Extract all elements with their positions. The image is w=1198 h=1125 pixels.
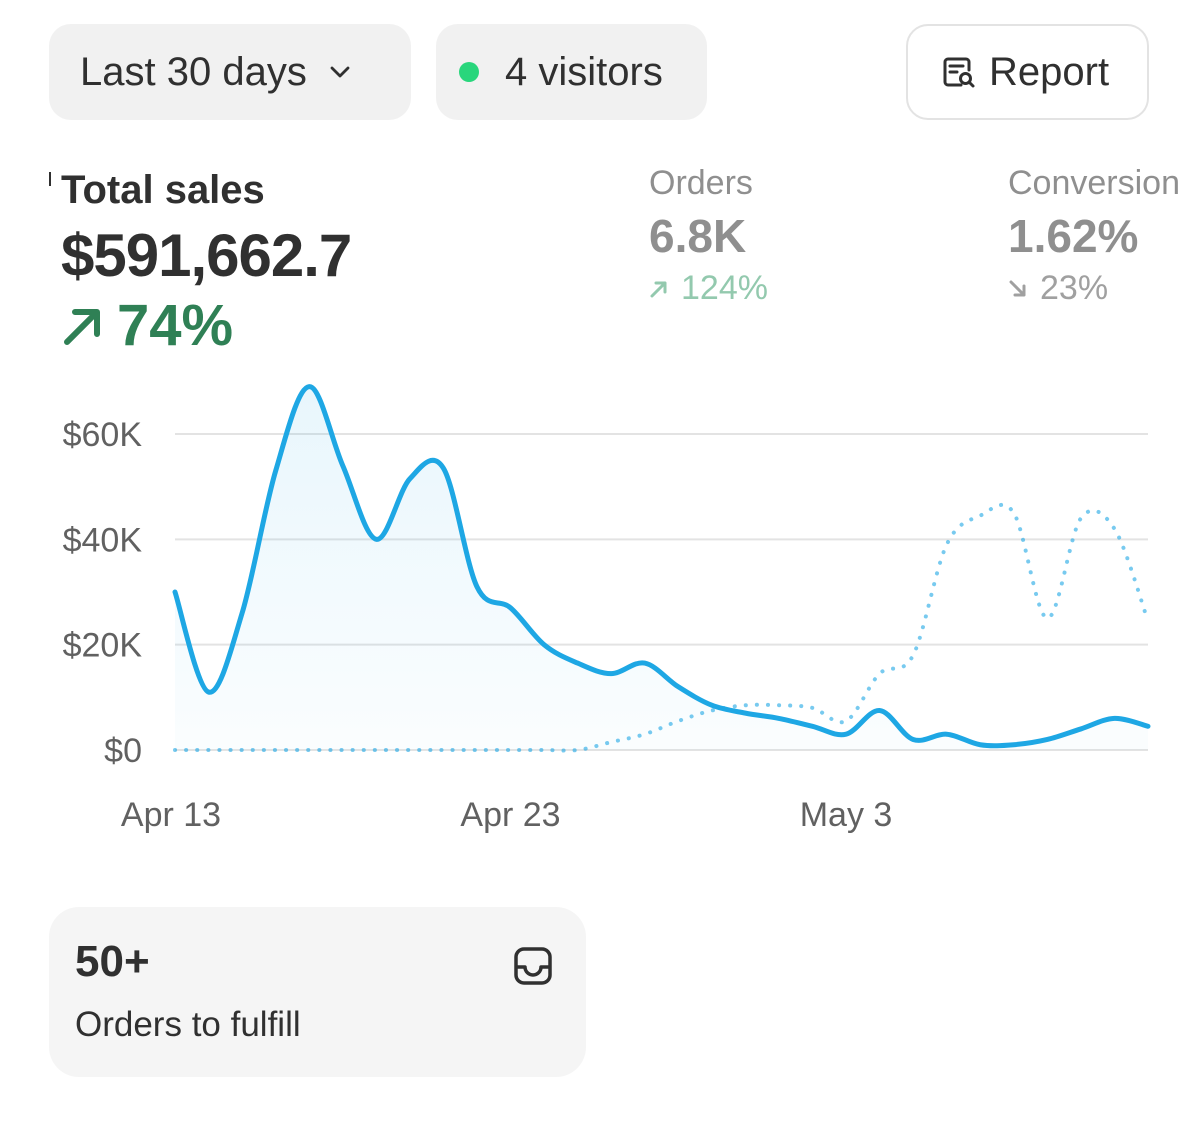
y-tick-label: $20K xyxy=(63,627,143,665)
report-search-icon xyxy=(939,53,977,91)
report-button[interactable]: Report xyxy=(906,24,1149,120)
fulfill-label: Orders to fulfill xyxy=(75,1005,301,1044)
x-tick-label: Apr 13 xyxy=(121,796,221,834)
y-tick-label: $40K xyxy=(63,521,143,559)
orders-change-value: 124% xyxy=(681,269,768,307)
conversion-label: Conversion xyxy=(1008,164,1180,202)
x-tick-label: May 3 xyxy=(800,796,893,834)
orders-label: Orders xyxy=(649,164,753,202)
date-range-selector[interactable]: Last 30 days xyxy=(49,24,411,120)
fulfill-count: 50+ xyxy=(75,937,150,986)
orders-to-fulfill-card[interactable]: 50+ Orders to fulfill xyxy=(49,907,586,1077)
conversion-value: 1.62% xyxy=(1008,210,1139,262)
arrow-up-right-icon xyxy=(650,281,667,297)
orders-value: 6.8K xyxy=(649,210,747,262)
report-label: Report xyxy=(989,49,1110,94)
live-visitors-pill[interactable]: 4 visitors xyxy=(436,24,707,120)
sales-area-fill xyxy=(175,386,1148,750)
orders-change: 124% xyxy=(649,269,768,308)
total-sales-metric[interactable]: Total sales $591,662.7 74% xyxy=(61,168,352,359)
total-sales-value: $591,662.7 xyxy=(61,222,352,289)
total-sales-change: 74% xyxy=(61,292,351,359)
chevron-down-icon xyxy=(327,59,353,85)
x-tick-label: Apr 23 xyxy=(460,796,560,834)
sales-line-chart[interactable]: $0 $20K $40K $60K Apr 13 Apr 23 May 3 xyxy=(0,370,1198,850)
arrow-down-right-icon xyxy=(1009,280,1026,296)
date-range-label: Last 30 days xyxy=(80,49,307,94)
visitors-label: 4 visitors xyxy=(505,49,663,94)
previous-period-line xyxy=(173,502,1150,753)
orders-metric[interactable]: Orders 6.8K 124% xyxy=(649,164,768,308)
total-sales-change-value: 74% xyxy=(117,293,234,358)
conversion-change-value: 23% xyxy=(1040,269,1109,307)
selected-metric-indicator xyxy=(49,172,51,186)
total-sales-label: Total sales xyxy=(61,168,265,212)
y-tick-label: $60K xyxy=(63,416,143,454)
y-tick-label: $0 xyxy=(104,732,142,770)
conversion-metric[interactable]: Conversion 1.62% 23% xyxy=(1008,164,1180,308)
current-period-line xyxy=(172,384,1151,749)
live-status-dot xyxy=(459,62,479,82)
conversion-change: 23% xyxy=(1008,269,1180,308)
inbox-tray-icon xyxy=(512,945,554,987)
arrow-up-right-icon xyxy=(64,308,100,345)
